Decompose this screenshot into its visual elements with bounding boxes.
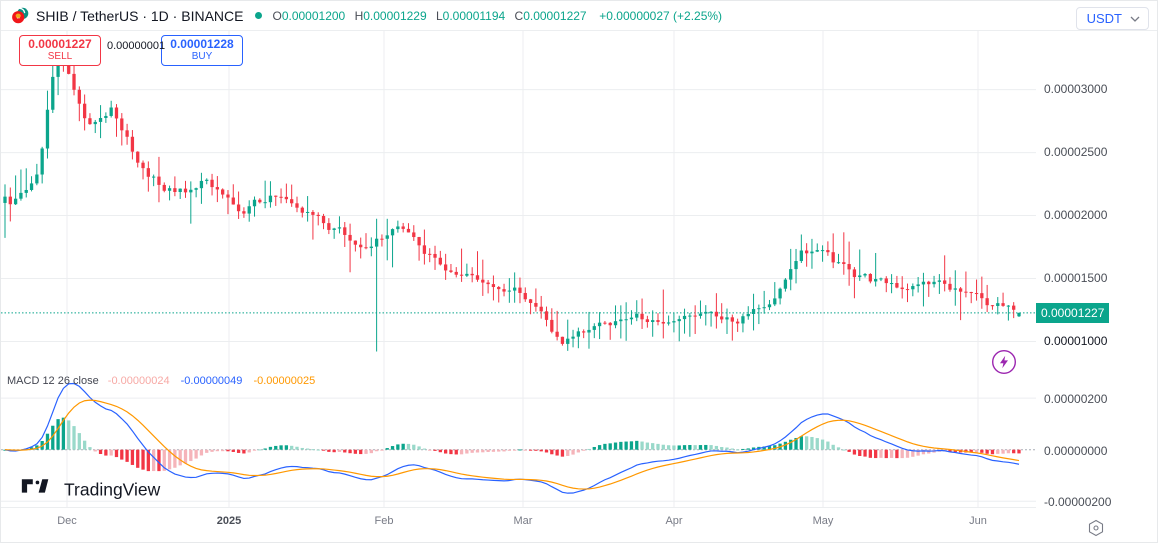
svg-text:TradingView: TradingView [64,480,161,500]
